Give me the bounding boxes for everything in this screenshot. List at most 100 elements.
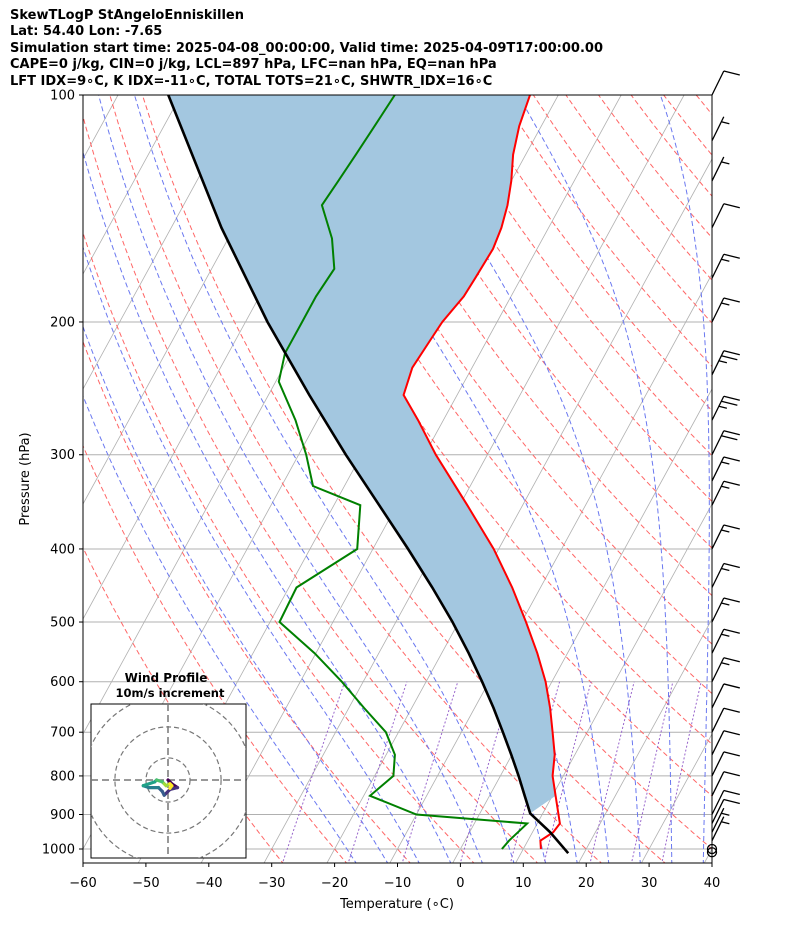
x-tick-label: 30 (641, 876, 658, 891)
wind-barb (711, 816, 730, 841)
barb-feather (723, 430, 740, 436)
dry-adiabats (83, 95, 712, 863)
barb-feather (723, 203, 740, 209)
barb-staff (711, 350, 725, 376)
chart-title-block: SkewTLogP StAngeloEnniskillen Lat: 54.40… (10, 8, 790, 90)
x-tick-label: −60 (69, 876, 96, 891)
dry-adiabat-line (83, 114, 539, 863)
barb-half-feather (721, 633, 730, 637)
moist-adiabat-line (83, 394, 357, 863)
isotherm-line (640, 733, 712, 863)
barb-half-feather (718, 405, 728, 409)
moist-adiabat-line (98, 95, 483, 863)
mixing-ratio-lines (281, 681, 702, 863)
temperature-profile-line (402, 95, 561, 850)
wind-barb (711, 807, 730, 833)
mixing-ratio-line (543, 681, 592, 863)
barb-feather (723, 562, 740, 569)
barb-half-feather (721, 121, 730, 125)
barb-staff (711, 156, 725, 182)
mixing-ratio-line (631, 681, 674, 863)
mixing-ratio-line (401, 681, 459, 863)
barb-half-feather (721, 258, 730, 262)
barb-staff (711, 628, 725, 654)
barb-staff (711, 480, 725, 506)
y-tick-label: 700 (50, 726, 75, 741)
mixing-ratio-line (347, 681, 408, 863)
y-tick-label: 400 (50, 542, 75, 557)
wind-barb (711, 707, 740, 733)
barb-half-feather (721, 302, 730, 306)
dewpoint-profile-line (277, 95, 530, 850)
y-tick-label: 600 (50, 675, 75, 690)
mixing-ratio-line (281, 681, 346, 863)
barb-half-feather (721, 812, 730, 816)
barb-feather (723, 524, 740, 530)
dry-adiabat-line (598, 95, 712, 239)
barb-staff (711, 707, 725, 733)
hodograph-title: Wind Profile (125, 671, 208, 685)
barb-staff (711, 70, 725, 96)
barb-staff (711, 657, 725, 683)
wind-barb (711, 751, 740, 777)
wind-barb (711, 628, 740, 654)
y-axis-label: Pressure (hPa) (18, 432, 33, 525)
isotherm-line (578, 618, 712, 863)
wind-barb (711, 798, 740, 824)
y-tick-label: 900 (50, 808, 75, 823)
hodograph-trace (141, 778, 180, 797)
moist-adiabat-line (394, 95, 641, 863)
dry-adiabat-line (369, 95, 712, 549)
barb-half-feather (721, 821, 730, 825)
barb-half-feather (721, 567, 730, 572)
moist-adiabat-line (302, 95, 610, 863)
barb-staff (711, 430, 725, 456)
barb-half-feather (721, 461, 730, 465)
wind-barb (711, 524, 740, 550)
hodograph-segment (168, 784, 174, 790)
dry-adiabat-line (304, 95, 712, 645)
hodograph-subtitle: 10m/s increment (116, 686, 225, 700)
barb-staff (711, 253, 725, 279)
barb-half-feather (721, 485, 730, 489)
x-tick-label: −10 (384, 876, 411, 891)
barb-staff (711, 790, 725, 815)
moist-adiabat-line (83, 150, 452, 863)
dry-adiabat-line (402, 95, 712, 503)
moist-adiabat-line (659, 95, 710, 863)
plot-area (83, 95, 712, 863)
barb-feather (723, 657, 740, 663)
x-axis-ticks: −60 −50 −40 −30 −20 −10 0 10 20 30 40 (69, 863, 720, 891)
wind-barb (711, 657, 740, 683)
dry-adiabat-line (83, 231, 475, 863)
wind-barb (711, 156, 730, 182)
barb-feather (723, 395, 740, 401)
x-tick-label: −50 (132, 876, 159, 891)
barb-staff (711, 563, 725, 588)
barb-staff (711, 456, 725, 482)
barb-staff (711, 116, 725, 142)
wind-barb (706, 843, 718, 855)
barb-half-feather (721, 161, 730, 165)
moist-adiabat-line (134, 95, 515, 863)
isotherm-line (515, 503, 712, 863)
barb-feather (723, 597, 740, 603)
wind-barb (711, 430, 740, 456)
barb-feather (721, 435, 738, 441)
barb-feather (723, 628, 740, 634)
hodograph-segment (141, 780, 157, 788)
location-line: Lat: 54.40 Lon: -7.65 (10, 24, 163, 40)
barb-feather (723, 253, 740, 259)
cape-summary-line: CAPE=0 j/kg, CIN=0 j/kg, LCL=897 hPa, LF… (10, 57, 497, 73)
chart-title: SkewTLogP StAngeloEnniskillen (10, 8, 244, 23)
barb-staff (711, 771, 725, 797)
wind-barb (711, 683, 740, 709)
x-tick-label: 40 (704, 876, 721, 891)
wind-barb (711, 562, 740, 588)
barb-staff (711, 297, 725, 323)
barb-feather (723, 456, 740, 462)
calm-wind-circle (706, 843, 718, 855)
barb-feather (723, 297, 740, 303)
mixing-ratio-line (589, 681, 635, 863)
